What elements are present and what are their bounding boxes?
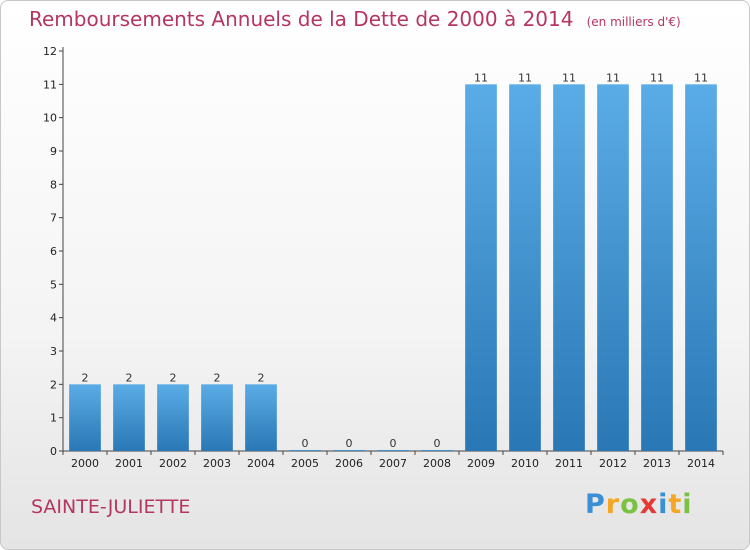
commune-name: SAINTE-JULIETTE bbox=[31, 496, 191, 518]
bar bbox=[157, 384, 189, 451]
bar-value-label: 11 bbox=[650, 71, 664, 84]
bar-value-label: 2 bbox=[126, 371, 133, 384]
y-tick-label: 9 bbox=[50, 145, 57, 158]
bar-value-label: 0 bbox=[346, 437, 353, 450]
proxiti-logo: Proxiti bbox=[585, 489, 693, 520]
logo-letter: o bbox=[620, 489, 640, 520]
chart-title: Remboursements Annuels de la Dette de 20… bbox=[29, 7, 574, 31]
bar-value-label: 2 bbox=[258, 371, 265, 384]
bar bbox=[685, 84, 717, 451]
x-tick-label: 2003 bbox=[203, 457, 231, 470]
bar bbox=[201, 384, 233, 451]
x-tick-label: 2002 bbox=[159, 457, 187, 470]
y-tick-label: 0 bbox=[50, 445, 57, 458]
y-tick-label: 1 bbox=[50, 412, 57, 425]
bar bbox=[377, 450, 409, 451]
x-tick-label: 2014 bbox=[687, 457, 715, 470]
bar bbox=[333, 450, 365, 451]
bar-value-label: 2 bbox=[214, 371, 221, 384]
bar bbox=[553, 84, 585, 451]
logo-letter: r bbox=[605, 489, 621, 520]
bar-value-label: 0 bbox=[302, 437, 309, 450]
x-tick-label: 2001 bbox=[115, 457, 143, 470]
y-tick-label: 2 bbox=[50, 378, 57, 391]
x-tick-label: 2005 bbox=[291, 457, 319, 470]
bar-value-label: 2 bbox=[170, 371, 177, 384]
chart-unit: (en milliers d'€) bbox=[586, 15, 681, 29]
x-tick-label: 2000 bbox=[71, 457, 99, 470]
logo-letter: t bbox=[668, 489, 683, 520]
bar bbox=[289, 450, 321, 451]
bar bbox=[69, 384, 101, 451]
bar bbox=[421, 450, 453, 451]
logo-letter: i bbox=[682, 489, 693, 520]
y-tick-label: 4 bbox=[50, 312, 57, 325]
bar bbox=[597, 84, 629, 451]
x-tick-label: 2010 bbox=[511, 457, 539, 470]
bar-value-label: 11 bbox=[474, 71, 488, 84]
bar-value-label: 0 bbox=[390, 437, 397, 450]
x-tick-label: 2007 bbox=[379, 457, 407, 470]
bar-value-label: 11 bbox=[606, 71, 620, 84]
y-tick-label: 10 bbox=[43, 112, 57, 125]
bar-layer: 2 2 2 2 2 0 0 0 0 11 11 11 11 11 11 bbox=[69, 71, 717, 451]
bar-value-label: 11 bbox=[562, 71, 576, 84]
x-tick-label: 2004 bbox=[247, 457, 275, 470]
y-tick-label: 7 bbox=[50, 212, 57, 225]
x-tick-label: 2008 bbox=[423, 457, 451, 470]
y-tick-label: 5 bbox=[50, 278, 57, 291]
logo-letter: x bbox=[639, 489, 659, 520]
chart-title-line: Remboursements Annuels de la Dette de 20… bbox=[29, 7, 681, 31]
y-tick-label: 11 bbox=[43, 78, 57, 91]
bar-value-label: 11 bbox=[694, 71, 708, 84]
logo-letter: i bbox=[658, 489, 669, 520]
y-tick-label: 3 bbox=[50, 345, 57, 358]
y-tick-label: 6 bbox=[50, 245, 57, 258]
x-tick-label: 2006 bbox=[335, 457, 363, 470]
x-tick-label: 2012 bbox=[599, 457, 627, 470]
bar bbox=[641, 84, 673, 451]
bar-value-label: 0 bbox=[434, 437, 441, 450]
bar bbox=[465, 84, 497, 451]
x-tick-label: 2009 bbox=[467, 457, 495, 470]
bar bbox=[245, 384, 277, 451]
x-tick-label: 2013 bbox=[643, 457, 671, 470]
bar-value-label: 11 bbox=[518, 71, 532, 84]
y-tick-label: 12 bbox=[43, 45, 57, 58]
bar-value-label: 2 bbox=[82, 371, 89, 384]
x-tick-label: 2011 bbox=[555, 457, 583, 470]
logo-letter: P bbox=[585, 489, 606, 520]
bar bbox=[113, 384, 145, 451]
y-tick-label: 8 bbox=[50, 178, 57, 191]
bar bbox=[509, 84, 541, 451]
